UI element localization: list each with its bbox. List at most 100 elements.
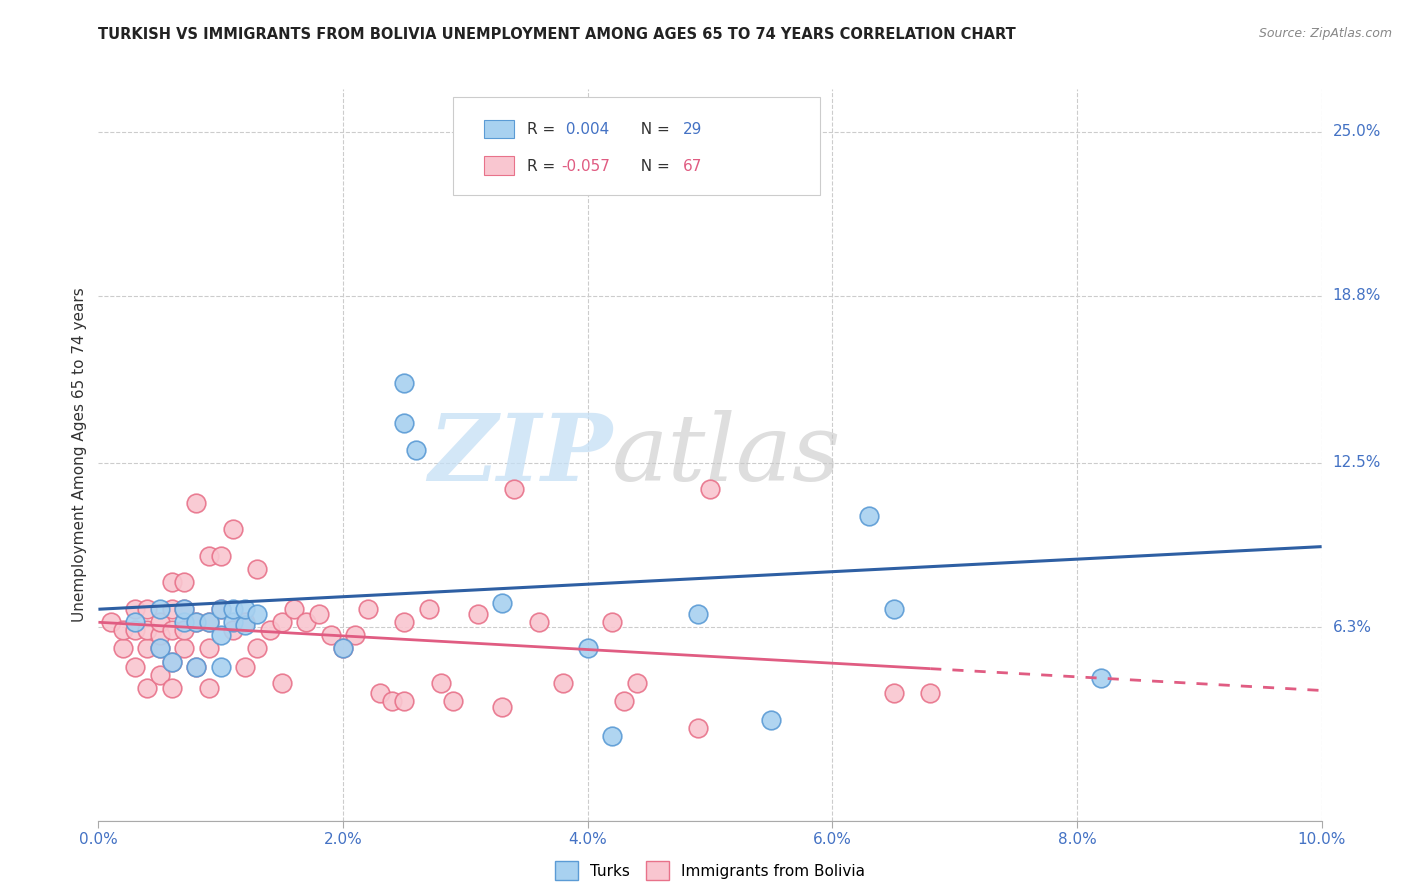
Point [308, 607, 330, 621]
Text: 6.3%: 6.3% [1333, 620, 1372, 635]
Point [149, 601, 172, 615]
Point [124, 660, 146, 674]
FancyBboxPatch shape [484, 156, 515, 175]
Point [111, 641, 134, 656]
Point [160, 681, 183, 695]
Text: 0.004: 0.004 [561, 122, 609, 137]
Point [222, 623, 245, 637]
Point [392, 376, 416, 391]
Point [233, 615, 256, 629]
Point [209, 601, 232, 615]
Point [259, 623, 281, 637]
Point [553, 676, 575, 690]
Point [332, 641, 354, 656]
Text: R =: R = [526, 159, 560, 174]
Point [173, 601, 195, 615]
Text: 67: 67 [683, 159, 703, 174]
Point [405, 442, 427, 457]
Point [576, 641, 599, 656]
Point [197, 615, 219, 629]
Point [920, 686, 942, 700]
Point [613, 125, 636, 139]
Point [186, 495, 208, 509]
Point [883, 686, 905, 700]
Point [124, 601, 146, 615]
Point [149, 668, 172, 682]
Point [699, 483, 721, 497]
Point [344, 628, 367, 642]
Point [149, 628, 172, 642]
Point [111, 623, 134, 637]
Point [246, 562, 269, 576]
Point [600, 615, 623, 629]
Point [222, 615, 245, 629]
Point [136, 601, 159, 615]
Point [222, 601, 245, 615]
Point [160, 655, 183, 669]
Point [392, 694, 416, 708]
Text: -0.057: -0.057 [561, 159, 610, 174]
Point [186, 660, 208, 674]
Text: 25.0%: 25.0% [1333, 124, 1381, 139]
Point [491, 699, 513, 714]
Point [233, 617, 256, 632]
Point [160, 601, 183, 615]
Point [197, 615, 219, 629]
Point [467, 607, 489, 621]
Point [136, 641, 159, 656]
Point [160, 575, 183, 590]
Point [246, 607, 269, 621]
Point [173, 623, 195, 637]
Point [222, 522, 245, 536]
Point [600, 729, 623, 743]
Point [100, 615, 122, 629]
Point [197, 641, 219, 656]
Point [173, 615, 195, 629]
Point [613, 694, 636, 708]
Point [136, 623, 159, 637]
Point [197, 681, 219, 695]
Point [270, 615, 292, 629]
Point [418, 601, 440, 615]
Point [124, 623, 146, 637]
FancyBboxPatch shape [484, 120, 515, 138]
Text: Source: ZipAtlas.com: Source: ZipAtlas.com [1258, 27, 1392, 40]
Text: ZIP: ZIP [427, 410, 612, 500]
Point [491, 596, 513, 610]
Text: 12.5%: 12.5% [1333, 456, 1381, 470]
Point [149, 641, 172, 656]
Point [392, 416, 416, 430]
Point [149, 641, 172, 656]
Point [503, 483, 526, 497]
Point [430, 676, 453, 690]
Point [197, 549, 219, 563]
Point [209, 660, 232, 674]
Point [270, 676, 292, 690]
Point [173, 641, 195, 656]
Legend: Turks, Immigrants from Bolivia: Turks, Immigrants from Bolivia [550, 855, 870, 886]
Point [173, 601, 195, 615]
Point [186, 660, 208, 674]
Point [686, 607, 709, 621]
Point [233, 660, 256, 674]
Point [173, 575, 195, 590]
Point [246, 641, 269, 656]
Point [626, 676, 648, 690]
Text: N =: N = [630, 122, 673, 137]
Point [186, 615, 208, 629]
Point [441, 694, 464, 708]
Point [319, 628, 342, 642]
Point [295, 615, 318, 629]
Text: 18.8%: 18.8% [1333, 288, 1381, 303]
Point [136, 681, 159, 695]
Point [883, 601, 905, 615]
Point [233, 601, 256, 615]
Point [124, 615, 146, 629]
Point [1090, 671, 1112, 685]
Point [356, 601, 378, 615]
Point [686, 721, 709, 735]
Point [209, 628, 232, 642]
Text: N =: N = [630, 159, 673, 174]
Point [209, 601, 232, 615]
Point [149, 615, 172, 629]
